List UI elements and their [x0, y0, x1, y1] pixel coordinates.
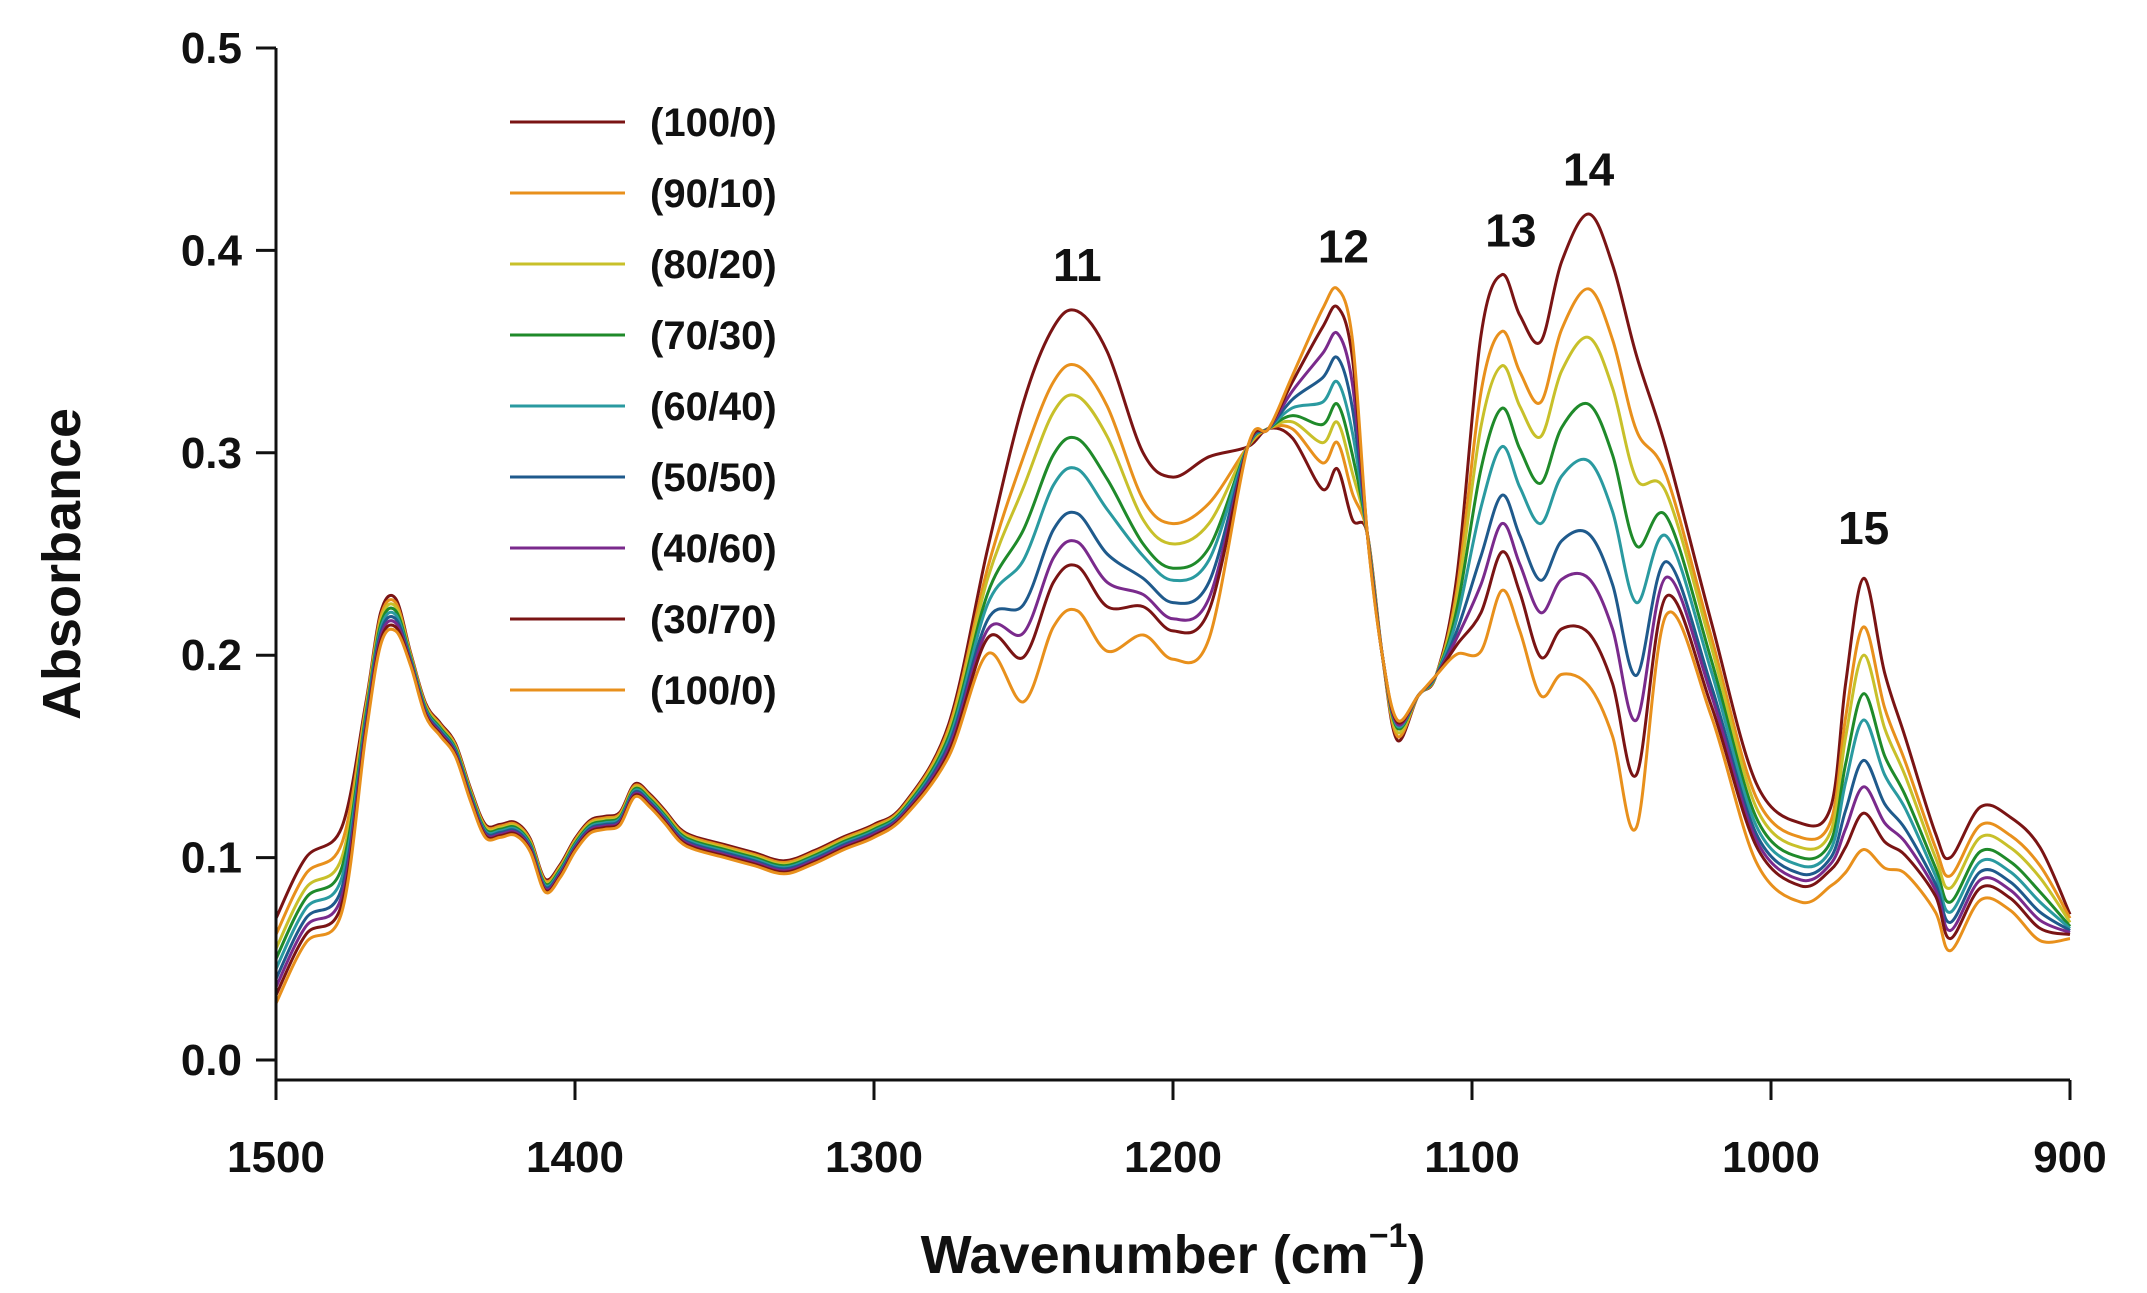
peak-label: 14: [1563, 144, 1615, 196]
x-tick-label: 900: [2033, 1133, 2106, 1182]
legend: (100/0) (90/10) (80/20) (70/30) (60/40) (50/5…: [510, 101, 777, 713]
legend-label: (40/60): [650, 527, 777, 571]
series-line: [274, 379, 2071, 970]
y-tick-label: 0.4: [181, 226, 243, 275]
y-tick-label: 0.2: [181, 631, 242, 680]
series-line: [274, 287, 2072, 936]
x-tick-label: 1400: [526, 1133, 624, 1182]
x-axis-title-close: ): [1407, 1225, 1425, 1285]
legend-label: (70/30): [650, 314, 777, 358]
x-axis-title: Wavenumber (cm−1): [921, 1217, 1426, 1285]
series-line: [274, 304, 2071, 996]
legend-label: (100/0): [650, 101, 777, 145]
x-tick-label: 1100: [1424, 1133, 1519, 1182]
series-line: [274, 335, 2072, 950]
legend-label: (80/20): [650, 243, 777, 287]
x-axis-title-superscript: −1: [1369, 1217, 1408, 1255]
peak-label: 15: [1838, 502, 1889, 554]
series-line: [274, 401, 2072, 960]
series-lines: [274, 212, 2072, 1004]
peak-label: 12: [1318, 221, 1369, 273]
y-tick-label: 0.1: [181, 834, 242, 883]
y-tick-label: 0.5: [181, 24, 242, 73]
x-ticks: 1500 1400 1300 1200 1100 1000 900: [227, 1080, 2107, 1182]
peak-labels: 11 12 13 14 15: [1053, 144, 1889, 554]
x-axis-title-main: Wavenumber (cm: [921, 1225, 1369, 1285]
legend-label: (100/0): [650, 669, 777, 713]
x-tick-label: 1500: [227, 1133, 325, 1182]
peak-label: 11: [1053, 239, 1102, 291]
x-tick-label: 1000: [1722, 1133, 1820, 1182]
legend-label: (90/10): [650, 172, 777, 216]
series-line: [274, 212, 2072, 919]
legend-label: (30/70): [650, 598, 777, 642]
x-tick-label: 1300: [825, 1133, 923, 1182]
y-ticks: 0.0 0.1 0.2 0.3 0.4 0.5: [181, 24, 276, 1085]
peak-label: 13: [1485, 204, 1536, 256]
series-line: [274, 330, 2071, 988]
y-tick-label: 0.3: [181, 429, 242, 478]
series-line: [274, 286, 2071, 1004]
legend-label: (50/50): [650, 456, 777, 500]
y-tick-label: 0.0: [181, 1036, 242, 1085]
series-line: [274, 355, 2071, 980]
x-tick-label: 1200: [1124, 1133, 1222, 1182]
y-axis-title: Absorbance: [32, 408, 92, 720]
legend-label: (60/40): [650, 385, 777, 429]
